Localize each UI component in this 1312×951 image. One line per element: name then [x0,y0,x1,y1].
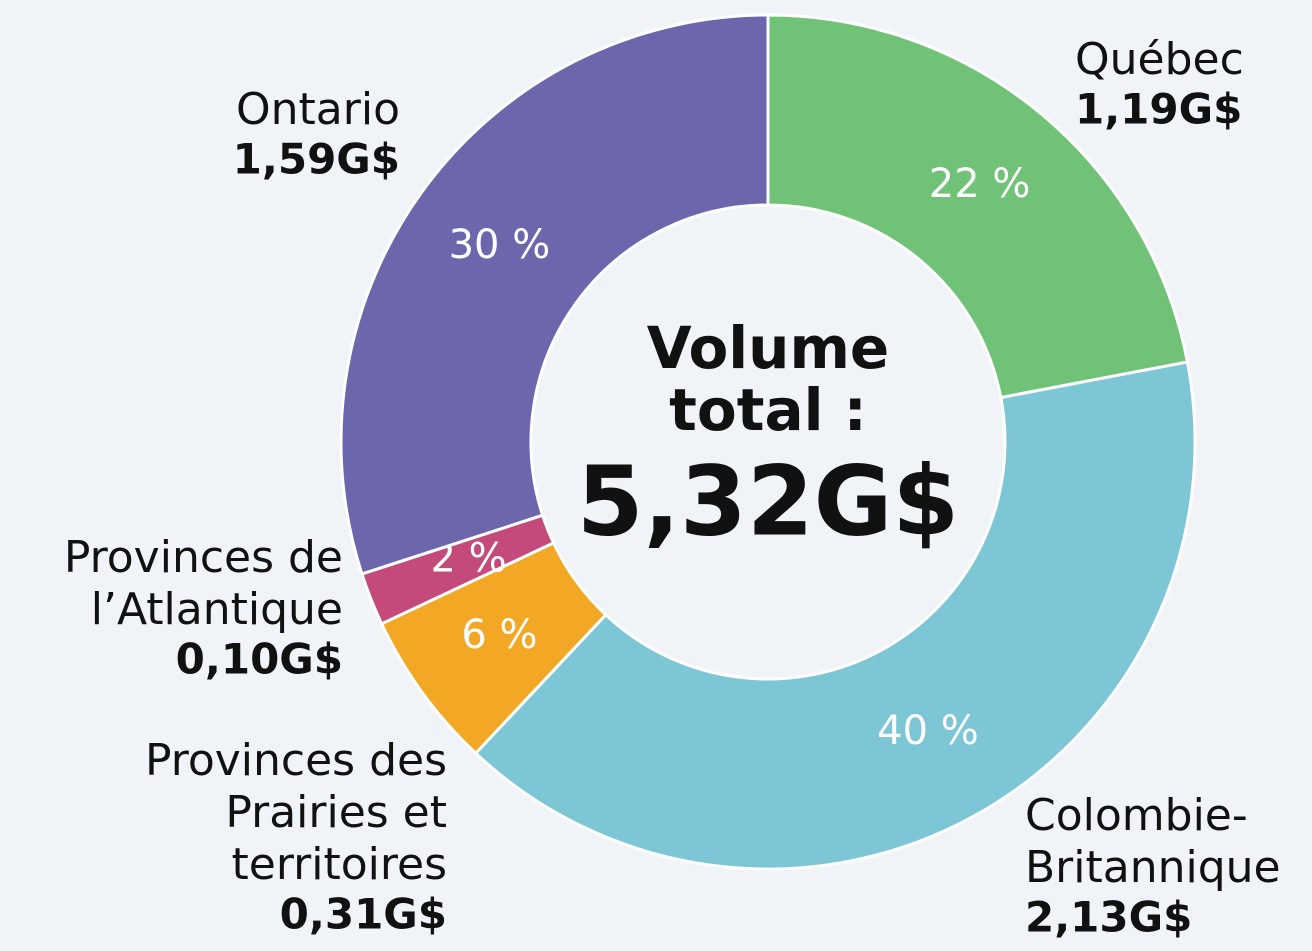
amount-label: 1,19G$ [1075,85,1242,134]
percent-label: 30 % [449,222,551,268]
center-title: Volume total : [647,314,890,444]
percent-label: 22 % [929,161,1031,207]
amount-label: 0,10G$ [176,635,343,684]
category-label: Provinces de l’Atlantique [64,532,343,635]
donut-slice [473,360,1197,871]
amount-label: 2,13G$ [1025,893,1192,942]
category-label: Ontario [236,84,400,135]
center-total: 5,32G$ [577,445,959,557]
category-label: Colombie-Britannique [1025,790,1281,893]
donut-slice [766,13,1190,400]
percent-label: 40 % [877,708,979,754]
category-label: Québec [1075,34,1244,85]
percent-label: 6 % [461,612,537,658]
amount-label: 1,59G$ [233,135,400,184]
donut-slice [339,13,770,576]
amount-label: 0,31G$ [280,890,447,939]
category-label: Provinces des Prairies et territoires [145,735,447,890]
